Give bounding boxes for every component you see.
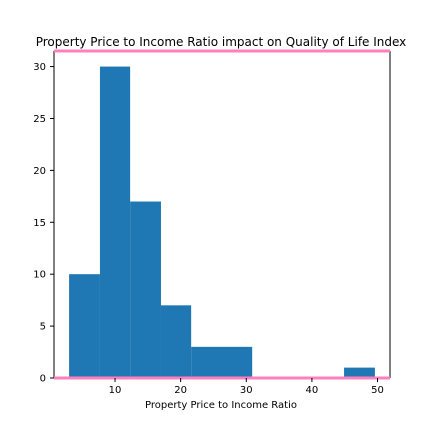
y-tick-label: 5 bbox=[40, 322, 46, 333]
y-tick-label: 0 bbox=[40, 374, 46, 385]
histogram-bar-1 bbox=[99, 66, 131, 379]
chart-title: Property Price to Income Ratio impact on… bbox=[36, 35, 407, 49]
histogram-bar-5 bbox=[222, 346, 253, 378]
histogram-bar-9 bbox=[344, 367, 375, 378]
y-tick-label: 10 bbox=[33, 270, 46, 281]
histogram-bar-4 bbox=[191, 346, 222, 378]
y-tick-label: 30 bbox=[33, 62, 46, 73]
histogram-bar-2 bbox=[130, 201, 161, 378]
axes-frame bbox=[53, 49, 391, 380]
histogram-bar-0 bbox=[69, 274, 100, 378]
x-axis-ticks: 10 20 30 40 50 bbox=[109, 378, 384, 396]
x-tick-label: 40 bbox=[306, 385, 319, 396]
x-tick-label: 50 bbox=[371, 385, 384, 396]
y-tick-label: 25 bbox=[33, 114, 46, 125]
x-tick-label: 30 bbox=[240, 385, 253, 396]
y-tick-label: 15 bbox=[33, 218, 46, 229]
x-tick-label: 10 bbox=[109, 385, 122, 396]
histogram-bar-3 bbox=[160, 305, 192, 378]
bars-group bbox=[69, 66, 375, 379]
y-tick-label: 20 bbox=[33, 166, 46, 177]
x-axis-label: Property Price to Income Ratio bbox=[145, 400, 297, 411]
x-tick-label: 20 bbox=[174, 385, 187, 396]
y-axis-ticks: 0 5 10 15 20 25 30 bbox=[33, 62, 54, 385]
